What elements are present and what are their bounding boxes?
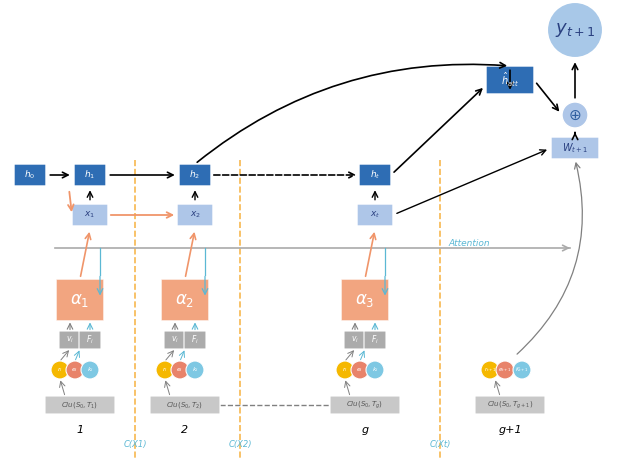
Text: $\oplus$: $\oplus$ xyxy=(568,107,582,122)
Text: $e_i$: $e_i$ xyxy=(356,366,364,374)
Text: $v_i$: $v_i$ xyxy=(351,335,359,345)
Text: $e_{t+1}$: $e_{t+1}$ xyxy=(498,366,512,374)
Text: $\hat{h}_{att}$: $\hat{h}_{att}$ xyxy=(501,71,519,89)
FancyBboxPatch shape xyxy=(45,396,115,414)
Text: $k_i$: $k_i$ xyxy=(86,365,93,374)
FancyBboxPatch shape xyxy=(79,331,101,349)
FancyBboxPatch shape xyxy=(14,164,46,186)
FancyBboxPatch shape xyxy=(344,331,366,349)
Circle shape xyxy=(81,361,99,379)
Text: $e_i$: $e_i$ xyxy=(177,366,184,374)
Text: $r_i$: $r_i$ xyxy=(342,365,348,374)
FancyBboxPatch shape xyxy=(341,279,389,321)
Circle shape xyxy=(366,361,384,379)
Text: C(X1): C(X1) xyxy=(124,440,147,449)
Text: $x_t$: $x_t$ xyxy=(370,210,380,220)
Circle shape xyxy=(156,361,174,379)
Text: $h_0$: $h_0$ xyxy=(24,169,36,181)
Text: $Clu(S_0, T_2)$: $Clu(S_0, T_2)$ xyxy=(166,400,204,410)
Circle shape xyxy=(51,361,69,379)
Text: C(X2): C(X2) xyxy=(228,440,252,449)
Text: $\alpha_2$: $\alpha_2$ xyxy=(175,291,195,309)
FancyBboxPatch shape xyxy=(184,331,206,349)
Text: $v_i$: $v_i$ xyxy=(171,335,179,345)
Text: $F_i$: $F_i$ xyxy=(371,334,379,346)
FancyBboxPatch shape xyxy=(150,396,220,414)
Text: $Clu(S_0, T_g)$: $Clu(S_0, T_g)$ xyxy=(346,399,383,411)
Text: $x_2$: $x_2$ xyxy=(189,210,200,220)
Text: $r_i$: $r_i$ xyxy=(57,365,63,374)
Text: $v_i$: $v_i$ xyxy=(66,335,74,345)
Text: $r_{t+1}$: $r_{t+1}$ xyxy=(484,365,496,374)
Text: $k_i$: $k_i$ xyxy=(191,365,198,374)
FancyBboxPatch shape xyxy=(179,164,211,186)
Text: 2: 2 xyxy=(181,425,189,435)
Text: $Clu(S_0, T_{g+1})$: $Clu(S_0, T_{g+1})$ xyxy=(487,399,533,411)
Text: $\alpha_1$: $\alpha_1$ xyxy=(70,291,90,309)
Text: $x_1$: $x_1$ xyxy=(84,210,95,220)
Circle shape xyxy=(351,361,369,379)
FancyBboxPatch shape xyxy=(74,164,106,186)
Text: $y_{t+1}$: $y_{t+1}$ xyxy=(555,21,595,39)
Text: $k_i$: $k_i$ xyxy=(372,365,378,374)
FancyBboxPatch shape xyxy=(72,204,108,226)
Circle shape xyxy=(66,361,84,379)
Circle shape xyxy=(496,361,514,379)
Text: g: g xyxy=(362,425,369,435)
Text: $r_i$: $r_i$ xyxy=(162,365,168,374)
Circle shape xyxy=(513,361,531,379)
Text: $h_t$: $h_t$ xyxy=(370,169,380,181)
Circle shape xyxy=(547,2,603,58)
Text: $W_{t+1}$: $W_{t+1}$ xyxy=(562,141,588,155)
Circle shape xyxy=(562,102,588,128)
Text: $K_{t+1}$: $K_{t+1}$ xyxy=(515,365,529,374)
Text: 1: 1 xyxy=(76,425,84,435)
FancyBboxPatch shape xyxy=(330,396,400,414)
FancyBboxPatch shape xyxy=(551,137,599,159)
Text: $h_1$: $h_1$ xyxy=(84,169,95,181)
Text: $F_i$: $F_i$ xyxy=(86,334,94,346)
Circle shape xyxy=(186,361,204,379)
FancyBboxPatch shape xyxy=(475,396,545,414)
Text: Attention: Attention xyxy=(449,238,490,247)
Circle shape xyxy=(171,361,189,379)
Text: $Clu(S_0, T_1)$: $Clu(S_0, T_1)$ xyxy=(61,400,99,410)
FancyBboxPatch shape xyxy=(161,279,209,321)
FancyBboxPatch shape xyxy=(486,66,534,94)
Circle shape xyxy=(481,361,499,379)
FancyBboxPatch shape xyxy=(364,331,386,349)
FancyBboxPatch shape xyxy=(164,331,186,349)
Text: C(Xt): C(Xt) xyxy=(429,440,451,449)
Text: $\alpha_3$: $\alpha_3$ xyxy=(355,291,375,309)
Text: $F_i$: $F_i$ xyxy=(191,334,199,346)
Text: g+1: g+1 xyxy=(498,425,522,435)
Text: $e_i$: $e_i$ xyxy=(72,366,79,374)
FancyBboxPatch shape xyxy=(56,279,104,321)
FancyBboxPatch shape xyxy=(177,204,213,226)
Circle shape xyxy=(336,361,354,379)
FancyBboxPatch shape xyxy=(59,331,81,349)
FancyBboxPatch shape xyxy=(357,204,393,226)
FancyBboxPatch shape xyxy=(359,164,391,186)
Text: $h_2$: $h_2$ xyxy=(189,169,200,181)
